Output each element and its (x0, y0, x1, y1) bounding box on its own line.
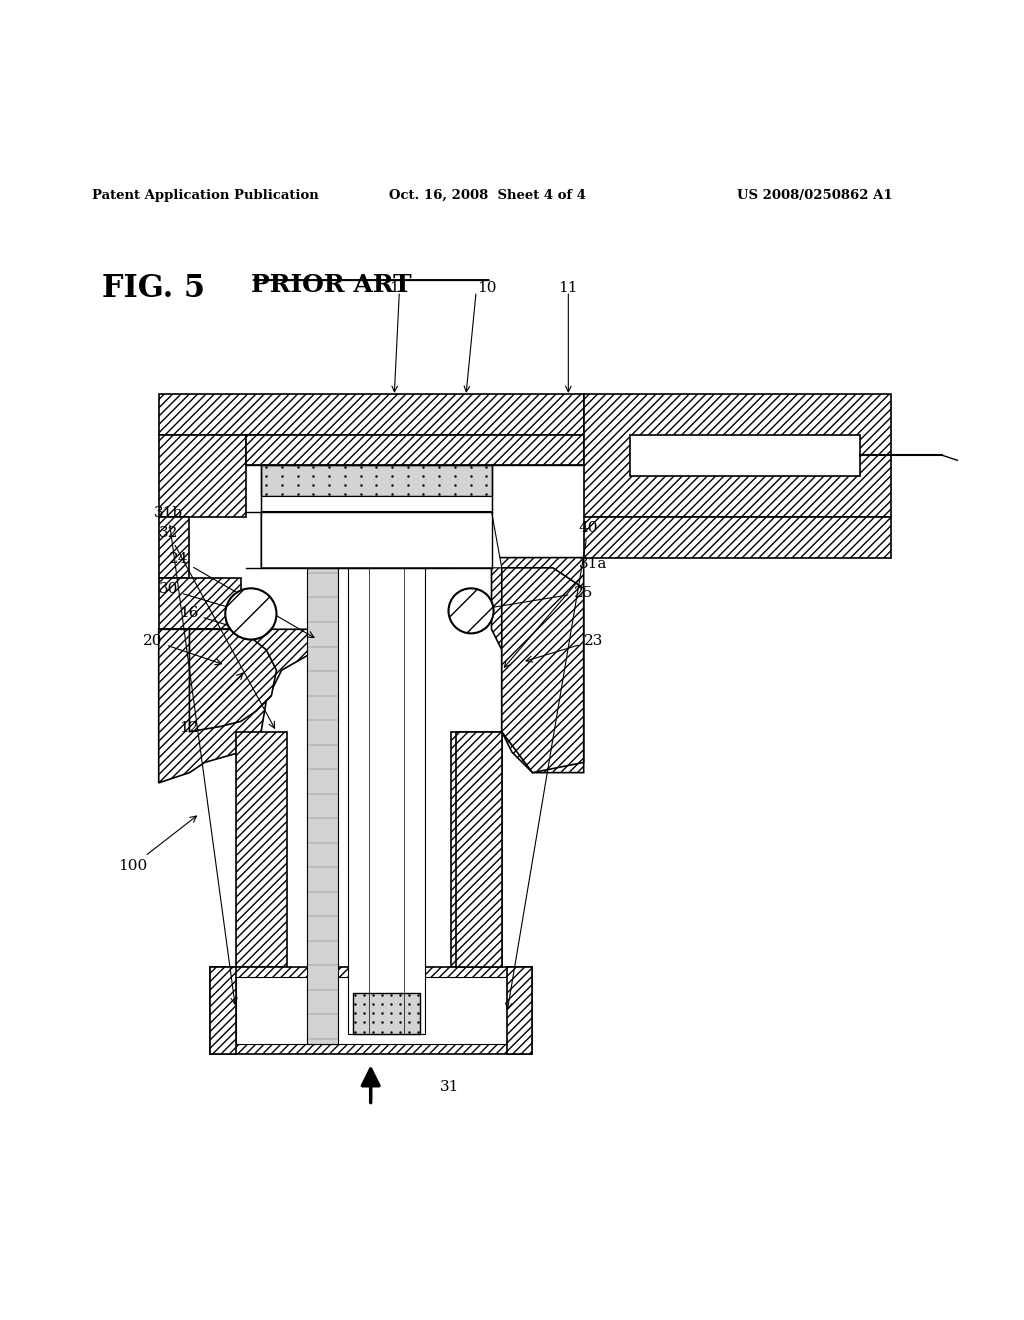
Polygon shape (210, 968, 532, 1055)
Text: 25: 25 (475, 586, 593, 612)
Polygon shape (236, 977, 507, 1044)
Text: 11: 11 (558, 281, 579, 296)
Circle shape (449, 589, 494, 634)
Text: 31a: 31a (505, 557, 607, 667)
Text: US 2008/0250862 A1: US 2008/0250862 A1 (737, 189, 893, 202)
Text: 10: 10 (476, 281, 497, 296)
Text: FIG. 5: FIG. 5 (102, 273, 206, 304)
Polygon shape (584, 516, 891, 557)
Polygon shape (630, 434, 860, 475)
Polygon shape (210, 968, 236, 1055)
Polygon shape (492, 557, 584, 772)
Text: Oct. 16, 2008  Sheet 4 of 4: Oct. 16, 2008 Sheet 4 of 4 (389, 189, 586, 202)
Text: 12: 12 (179, 673, 243, 735)
Text: 32: 32 (159, 527, 274, 729)
Text: 31: 31 (440, 1080, 460, 1094)
Polygon shape (261, 512, 502, 568)
Polygon shape (236, 731, 287, 968)
Polygon shape (261, 466, 492, 496)
Polygon shape (261, 496, 492, 512)
Polygon shape (159, 516, 189, 578)
Text: 31b: 31b (154, 506, 238, 1005)
Polygon shape (159, 578, 241, 630)
Polygon shape (189, 630, 276, 731)
Polygon shape (451, 731, 502, 968)
Text: 16: 16 (179, 606, 262, 638)
Polygon shape (456, 731, 502, 968)
Text: 20: 20 (143, 634, 221, 665)
Circle shape (225, 589, 276, 639)
Text: 30: 30 (159, 582, 247, 614)
Polygon shape (502, 568, 584, 772)
Text: 11: 11 (389, 281, 410, 296)
Text: Patent Application Publication: Patent Application Publication (92, 189, 318, 202)
Polygon shape (159, 434, 246, 516)
Text: 23: 23 (526, 634, 603, 663)
Text: 24: 24 (169, 552, 314, 638)
Polygon shape (159, 393, 584, 434)
Polygon shape (507, 968, 532, 1055)
Text: 40: 40 (506, 521, 598, 1010)
Text: PRIOR ART: PRIOR ART (251, 273, 412, 297)
Polygon shape (348, 568, 425, 1034)
Polygon shape (307, 568, 338, 1044)
Text: 100: 100 (118, 816, 197, 873)
Polygon shape (353, 993, 420, 1034)
Polygon shape (246, 434, 584, 466)
Polygon shape (584, 393, 891, 516)
Polygon shape (159, 630, 317, 783)
